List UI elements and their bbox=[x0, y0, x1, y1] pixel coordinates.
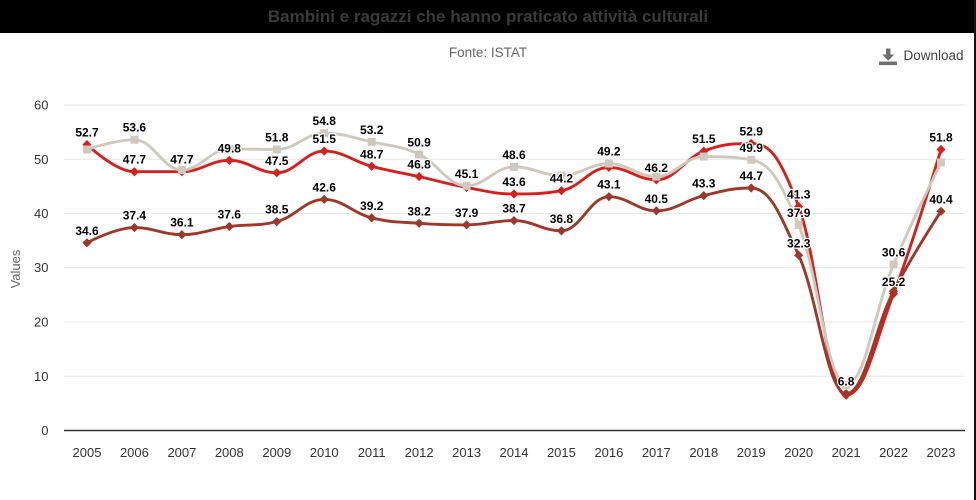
svg-text:2008: 2008 bbox=[215, 445, 244, 460]
svg-text:50: 50 bbox=[34, 152, 48, 167]
svg-text:52.7: 52.7 bbox=[75, 126, 99, 140]
svg-text:36.8: 36.8 bbox=[550, 212, 574, 226]
svg-text:53.6: 53.6 bbox=[123, 121, 147, 135]
svg-text:20: 20 bbox=[34, 315, 48, 330]
svg-text:2006: 2006 bbox=[120, 445, 149, 460]
svg-text:39.2: 39.2 bbox=[360, 199, 384, 213]
svg-text:2012: 2012 bbox=[405, 445, 434, 460]
svg-text:50.9: 50.9 bbox=[407, 135, 431, 149]
svg-text:51.8: 51.8 bbox=[265, 131, 289, 145]
svg-text:2009: 2009 bbox=[262, 445, 291, 460]
svg-text:40: 40 bbox=[34, 206, 48, 221]
svg-text:43.1: 43.1 bbox=[597, 178, 621, 192]
svg-text:40.4: 40.4 bbox=[929, 192, 953, 206]
svg-text:44.7: 44.7 bbox=[740, 169, 764, 183]
svg-text:2023: 2023 bbox=[927, 445, 956, 460]
svg-text:42.6: 42.6 bbox=[313, 180, 337, 194]
svg-text:37.6: 37.6 bbox=[218, 208, 242, 222]
svg-text:2007: 2007 bbox=[167, 445, 196, 460]
svg-text:2005: 2005 bbox=[73, 445, 102, 460]
svg-text:2022: 2022 bbox=[879, 445, 908, 460]
svg-text:37.4: 37.4 bbox=[123, 209, 147, 223]
svg-text:2016: 2016 bbox=[594, 445, 623, 460]
svg-text:2021: 2021 bbox=[832, 445, 861, 460]
svg-text:2017: 2017 bbox=[642, 445, 671, 460]
svg-text:46.8: 46.8 bbox=[407, 158, 431, 172]
svg-text:10: 10 bbox=[34, 369, 48, 384]
svg-text:2018: 2018 bbox=[689, 445, 718, 460]
svg-text:37.9: 37.9 bbox=[455, 206, 479, 220]
svg-text:38.5: 38.5 bbox=[265, 203, 289, 217]
svg-text:53.2: 53.2 bbox=[360, 123, 384, 137]
svg-text:40.5: 40.5 bbox=[645, 192, 669, 206]
svg-text:43.6: 43.6 bbox=[502, 175, 526, 189]
svg-text:2010: 2010 bbox=[310, 445, 339, 460]
svg-text:0: 0 bbox=[41, 423, 48, 438]
svg-text:52.9: 52.9 bbox=[740, 125, 764, 139]
svg-text:Values: Values bbox=[8, 249, 23, 288]
svg-text:41.3: 41.3 bbox=[787, 187, 811, 201]
svg-text:51.5: 51.5 bbox=[313, 132, 337, 146]
svg-text:49.9: 49.9 bbox=[740, 141, 764, 155]
svg-text:2015: 2015 bbox=[547, 445, 576, 460]
svg-text:54.8: 54.8 bbox=[313, 114, 337, 128]
svg-text:2011: 2011 bbox=[358, 445, 386, 460]
svg-text:36.1: 36.1 bbox=[170, 216, 194, 230]
svg-text:47.5: 47.5 bbox=[265, 154, 289, 168]
svg-text:44.2: 44.2 bbox=[550, 172, 574, 186]
svg-text:37.9: 37.9 bbox=[787, 206, 811, 220]
svg-text:6.8: 6.8 bbox=[838, 375, 855, 389]
svg-text:48.6: 48.6 bbox=[502, 148, 526, 162]
svg-text:45.1: 45.1 bbox=[455, 167, 479, 181]
svg-text:51.8: 51.8 bbox=[929, 131, 953, 145]
svg-text:49.8: 49.8 bbox=[218, 141, 242, 155]
svg-text:30: 30 bbox=[34, 260, 48, 275]
svg-text:60: 60 bbox=[34, 98, 48, 113]
svg-text:47.7: 47.7 bbox=[123, 153, 147, 167]
svg-text:30.6: 30.6 bbox=[882, 246, 906, 260]
svg-text:2020: 2020 bbox=[784, 445, 813, 460]
svg-text:49.2: 49.2 bbox=[597, 145, 621, 159]
svg-text:32.3: 32.3 bbox=[787, 236, 811, 250]
svg-text:43.3: 43.3 bbox=[692, 177, 716, 191]
svg-text:51.5: 51.5 bbox=[692, 132, 716, 146]
svg-text:46.2: 46.2 bbox=[645, 161, 669, 175]
svg-text:38.7: 38.7 bbox=[502, 202, 526, 216]
svg-text:48.7: 48.7 bbox=[360, 147, 384, 161]
svg-text:2019: 2019 bbox=[737, 445, 766, 460]
svg-text:34.6: 34.6 bbox=[75, 224, 99, 238]
svg-text:2013: 2013 bbox=[452, 445, 481, 460]
svg-text:25.2: 25.2 bbox=[882, 275, 906, 289]
svg-text:47.7: 47.7 bbox=[170, 153, 194, 167]
svg-text:2014: 2014 bbox=[500, 445, 529, 460]
svg-text:38.2: 38.2 bbox=[407, 204, 431, 218]
